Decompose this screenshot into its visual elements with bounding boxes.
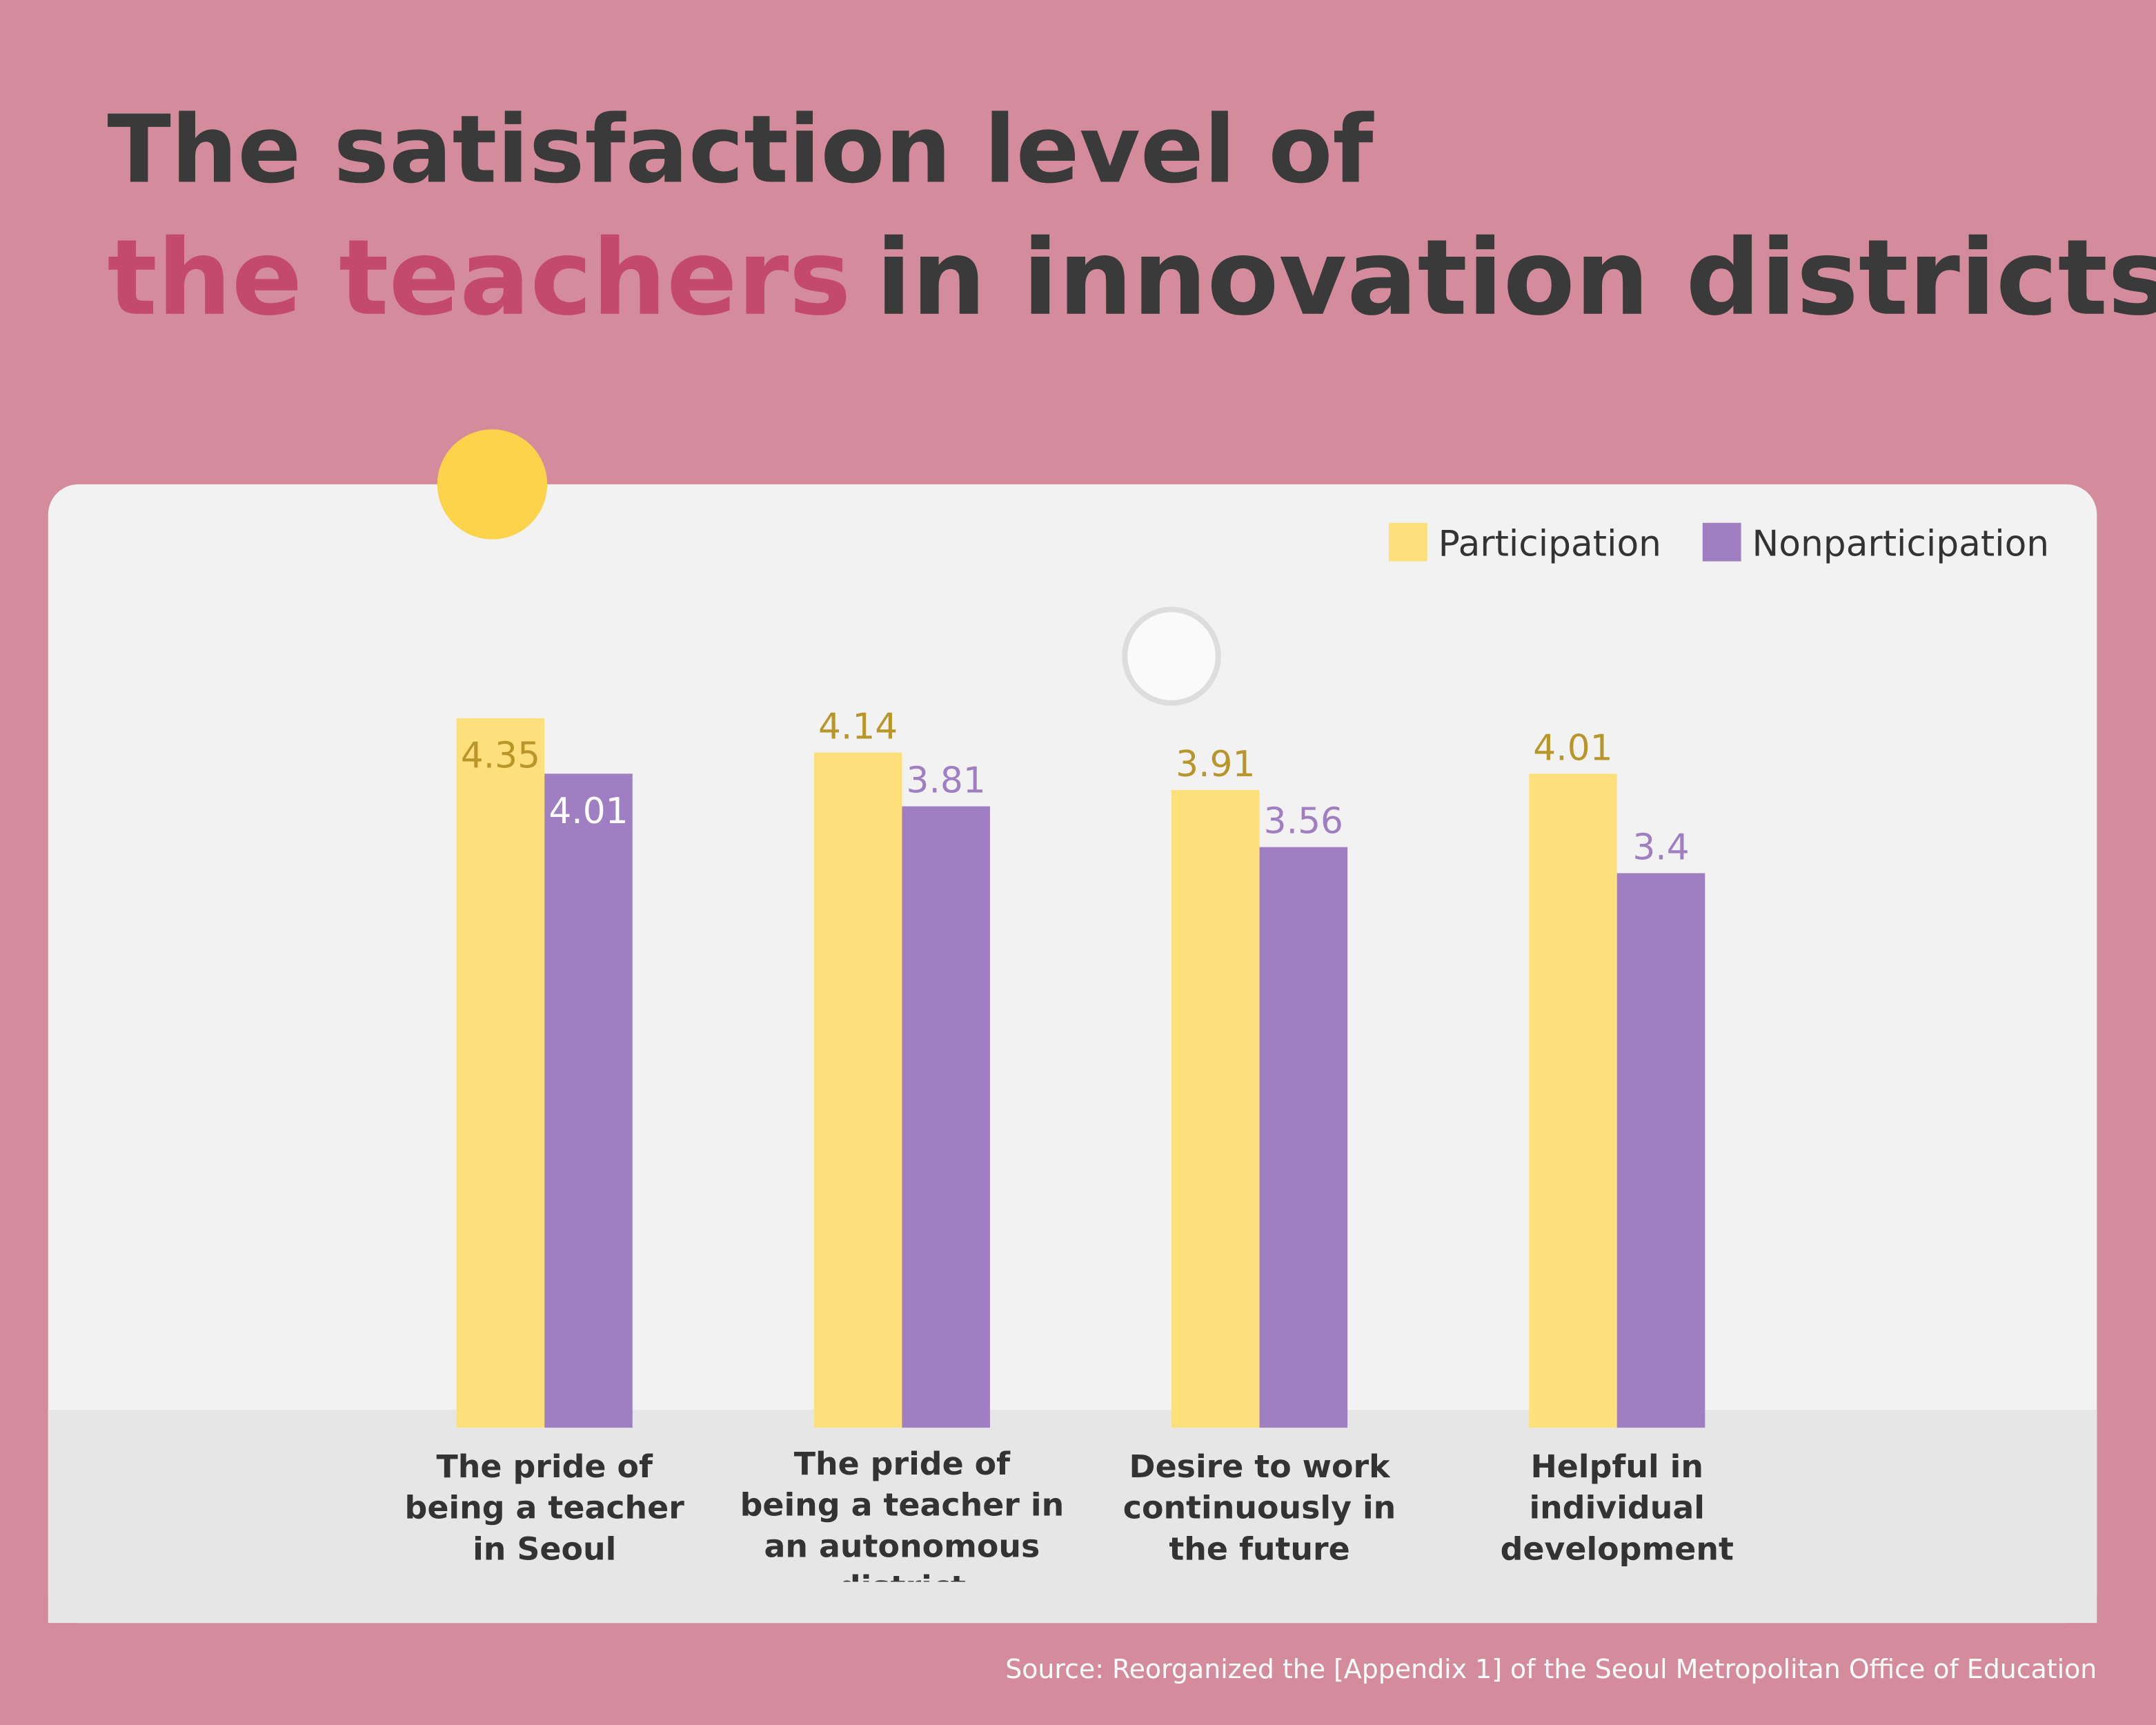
value-label: 4.35 (461, 736, 540, 777)
value-label: 4.14 (818, 707, 898, 748)
legend-label: Nonparticipation (1752, 524, 2050, 565)
bar (456, 718, 545, 1428)
bar (1616, 873, 1705, 1428)
bar (902, 806, 990, 1428)
title-line1: The satisfaction level of (107, 95, 1374, 204)
clock (1122, 607, 1221, 706)
x-tick-label: The pride of being a teacher in Seoul (404, 1449, 684, 1568)
value-label: 4.01 (548, 791, 628, 832)
speech-bubble (437, 429, 548, 540)
x-label-box: The pride of being a teacher in Seoul (404, 1449, 684, 1568)
bar (1171, 789, 1260, 1428)
x-label-box: Helpful in individual development (1500, 1449, 1734, 1568)
value-label: 3.56 (1264, 801, 1343, 842)
x-tick-label: Desire to work continuously in the futur… (1122, 1449, 1396, 1568)
x-label-box: Desire to work continuously in the futur… (1122, 1449, 1396, 1568)
value-label: 4.01 (1533, 727, 1612, 769)
title-rest: in innovation districts (876, 217, 2156, 339)
value-label: 3.4 (1632, 827, 1689, 869)
legend-swatch (1388, 522, 1427, 562)
source: Source: Reorganized the [Appendix 1] of … (1005, 1654, 2097, 1684)
value-label: 3.91 (1176, 744, 1255, 785)
bar (544, 773, 633, 1428)
x-tick-label: Helpful in individual development (1500, 1449, 1734, 1568)
title-line2: the teachers in innovation districts (107, 217, 2156, 339)
x-tick-label: The pride of being a teacher in an auton… (740, 1447, 1065, 1581)
title-highlight: the teachers (107, 217, 851, 339)
legend-label: Participation (1438, 524, 1661, 565)
bar (1529, 773, 1617, 1428)
value-label: 3.81 (907, 760, 986, 802)
bar (813, 752, 902, 1428)
legend-swatch (1702, 522, 1741, 562)
bar (1259, 847, 1348, 1428)
floor (48, 1410, 2097, 1624)
x-label-box: The pride of being a teacher in an auton… (740, 1447, 1065, 1581)
